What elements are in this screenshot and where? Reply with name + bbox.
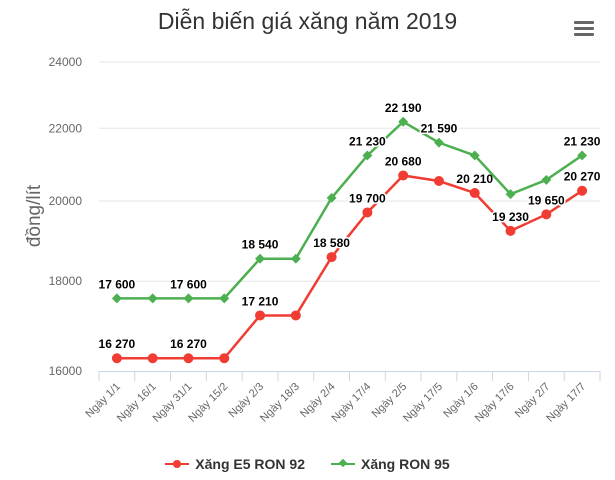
data-label: 16 270 (170, 337, 207, 351)
data-point-circle[interactable] (433, 176, 444, 187)
data-point-diamond[interactable] (505, 189, 516, 200)
hamburger-menu-icon[interactable] (572, 18, 596, 40)
legend-label: Xăng RON 95 (361, 456, 450, 472)
data-label: 19 650 (528, 193, 565, 207)
y-tick-label: 24000 (49, 55, 83, 69)
x-tick-label: Ngày 17/4 (330, 381, 374, 425)
data-point-diamond[interactable] (434, 137, 444, 148)
data-label: 21 590 (421, 122, 458, 136)
data-label: 18 580 (313, 236, 350, 250)
data-label: 20 210 (456, 172, 493, 186)
x-tick-label: Ngày 17/5 (401, 381, 445, 425)
data-label: 17 600 (170, 277, 207, 291)
data-point-diamond[interactable] (577, 150, 588, 161)
data-point-circle[interactable] (398, 170, 409, 181)
data-point-circle[interactable] (577, 185, 588, 196)
data-point-circle[interactable] (541, 209, 552, 220)
y-tick-label: 16000 (49, 364, 83, 378)
x-tick-label: Ngày 17/6 (473, 381, 517, 425)
chart-title: Diễn biến giá xăng năm 2019 (157, 8, 458, 34)
data-point-circle[interactable] (362, 207, 373, 218)
data-point-circle[interactable] (219, 353, 230, 364)
data-label: 17 210 (242, 294, 279, 308)
data-point-circle[interactable] (111, 353, 122, 364)
y-tick-label: 20000 (49, 194, 83, 208)
data-label: 21 230 (349, 134, 386, 148)
x-tick-label: Ngày 18/3 (258, 381, 302, 425)
data-point-circle[interactable] (505, 225, 516, 236)
menu-bar (574, 21, 594, 24)
circle-marker-icon (165, 458, 190, 470)
data-label: 20 680 (385, 154, 422, 168)
data-point-diamond[interactable] (469, 150, 480, 161)
data-label: 17 600 (99, 277, 136, 291)
data-point-circle[interactable] (255, 310, 266, 321)
data-point-diamond[interactable] (326, 192, 337, 203)
data-label: 22 190 (385, 101, 422, 115)
x-tick-label: Ngày 17/7 (544, 381, 588, 425)
legend-label: Xăng E5 RON 92 (195, 456, 305, 472)
data-point-diamond[interactable] (362, 150, 373, 161)
data-point-circle[interactable] (290, 310, 301, 321)
chart-legend: Xăng E5 RON 92 Xăng RON 95 (0, 456, 615, 472)
data-point-circle[interactable] (326, 252, 337, 263)
data-point-circle[interactable] (147, 353, 158, 364)
data-label: 21 230 (564, 134, 601, 148)
menu-bar (574, 27, 594, 30)
diamond-marker-icon (331, 458, 355, 470)
legend-item-e5-ron92[interactable]: Xăng E5 RON 92 (165, 456, 305, 472)
series-line (116, 120, 583, 300)
data-label: 19 230 (492, 210, 529, 224)
data-point-diamond[interactable] (111, 293, 122, 304)
data-point-circle[interactable] (183, 353, 194, 364)
data-point-circle[interactable] (469, 187, 480, 198)
data-point-diamond[interactable] (219, 293, 230, 304)
data-label: 16 270 (99, 337, 136, 351)
data-point-diamond[interactable] (541, 174, 552, 185)
series-line (116, 174, 583, 360)
data-label: 20 270 (564, 170, 601, 184)
legend-item-ron95[interactable]: Xăng RON 95 (331, 456, 450, 472)
y-axis-title: đồng/lít (24, 184, 45, 247)
y-tick-label: 18000 (49, 274, 83, 288)
x-tick-label: Ngày 15/2 (186, 381, 230, 425)
data-label: 18 540 (242, 238, 279, 252)
data-point-diamond[interactable] (183, 293, 194, 304)
menu-bar (574, 33, 594, 36)
data-point-diamond[interactable] (147, 293, 158, 304)
y-tick-label: 22000 (49, 121, 83, 135)
data-label: 19 700 (349, 191, 386, 205)
